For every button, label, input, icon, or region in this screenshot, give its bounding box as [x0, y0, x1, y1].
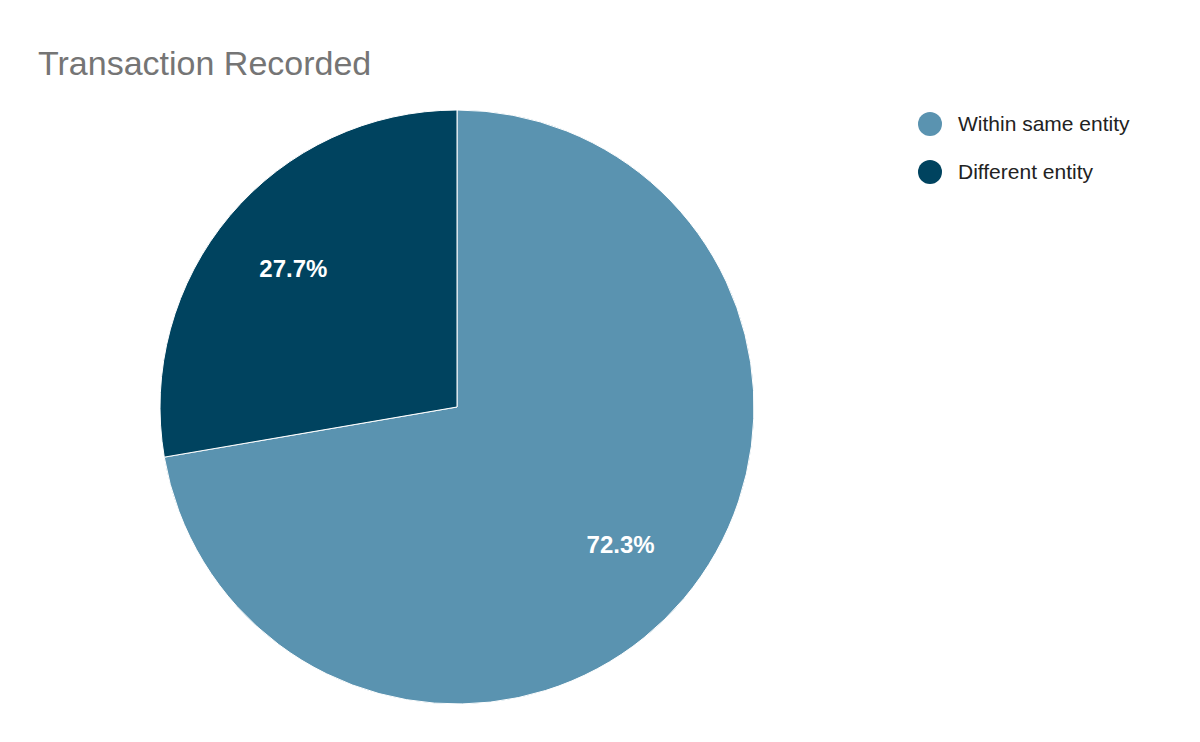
data-label: 72.3% — [587, 531, 655, 558]
pie — [160, 110, 754, 704]
background — [0, 0, 1200, 742]
legend-label: Within same entity — [958, 112, 1130, 135]
data-label: 27.7% — [259, 255, 327, 282]
slice — [160, 110, 457, 457]
legend-swatch — [918, 160, 942, 184]
legend-swatch — [918, 112, 942, 136]
legend: Within same entity Different entity — [918, 112, 1130, 184]
title: Transaction Recorded — [38, 44, 371, 82]
chart: Transaction Recorded 72.3% 27.7% Within sam… — [0, 0, 1200, 742]
legend-label: Different entity — [958, 160, 1094, 183]
